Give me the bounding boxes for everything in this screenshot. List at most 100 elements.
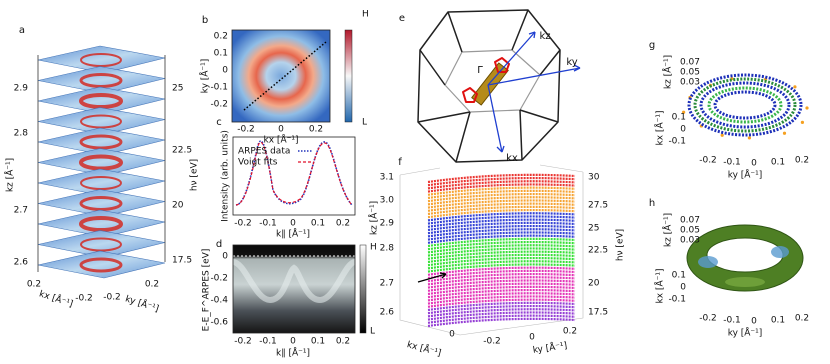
panel-d-image <box>232 244 367 334</box>
tick-label: 30 <box>588 173 600 183</box>
panel-f-bands <box>427 173 576 328</box>
tick-label: 0.03 <box>680 236 700 246</box>
tick-label: 25 <box>588 224 599 234</box>
tick-label: 17.5 <box>588 308 608 318</box>
band-slice <box>427 218 576 228</box>
scatter-dot <box>800 120 805 124</box>
band-slice <box>427 186 576 196</box>
tick-label: 0.2 <box>336 337 350 347</box>
tick-label: 0 <box>222 252 228 262</box>
axis-label: ky [Å⁻¹] <box>728 327 763 339</box>
band-slice <box>427 247 576 257</box>
highlight <box>725 277 765 287</box>
tick-label: 27.5 <box>588 201 608 211</box>
colorbar <box>344 29 353 123</box>
slice-feature <box>79 73 123 88</box>
fermi-contour <box>707 86 783 124</box>
tick-label: 0.07 <box>680 58 700 68</box>
axis-label: kz [Å⁻¹] <box>368 201 380 235</box>
axis-label: E-E_F^ARPES [eV] <box>202 249 212 332</box>
tick-label: 0.05 <box>680 226 700 236</box>
slice-feature <box>79 257 123 273</box>
band-slice <box>427 285 576 296</box>
band-slice <box>427 221 576 232</box>
band-slice <box>427 199 576 209</box>
axis-label: kx [Å⁻¹] <box>654 111 666 146</box>
axes-frame <box>232 244 356 334</box>
heatmap <box>231 29 331 123</box>
axis-label: ky [Å⁻¹] <box>199 59 211 94</box>
tick-label: 0 <box>680 125 686 135</box>
band-slice <box>427 317 576 328</box>
band-slice <box>427 279 576 289</box>
tick-label: 0.2 <box>214 32 228 42</box>
panel-label: g <box>649 40 655 51</box>
tick-label: 0.1 <box>214 49 228 59</box>
tick-label: -0.1 <box>259 219 277 229</box>
axis-label: kz [Å⁻¹] <box>4 158 16 192</box>
tick-label: -0.2 <box>75 294 93 304</box>
data-curve <box>235 140 353 206</box>
band-slice <box>427 244 576 254</box>
fermi-contour <box>699 81 791 129</box>
slice-feature <box>79 93 123 109</box>
tick-label: 0 <box>278 125 284 135</box>
tick-label: 0.2 <box>336 219 350 229</box>
tick-label: -0.2 <box>103 293 121 303</box>
tick-label: 0 <box>222 66 228 76</box>
tick-label: 0 <box>290 219 296 229</box>
tick-label: 0.1 <box>672 271 686 281</box>
tick-label: -0.1 <box>723 158 741 168</box>
band-slice <box>427 288 576 299</box>
slice-feature <box>80 114 122 129</box>
colorbar-label: H <box>362 10 369 20</box>
tick-label: 22.5 <box>588 246 608 256</box>
tick-label: 0 <box>529 333 535 343</box>
tick-label: 17.5 <box>172 256 192 266</box>
tick-label: -0.2 <box>234 219 252 229</box>
cut-line <box>243 41 327 111</box>
band <box>232 259 357 304</box>
colorbar-label: L <box>362 118 367 128</box>
scatter-dot <box>682 110 686 114</box>
band-slice <box>427 180 576 190</box>
fermi-contour <box>687 73 803 137</box>
slice-feature <box>79 216 123 232</box>
fermi-contour <box>693 77 797 133</box>
tick-label: 0 <box>751 317 757 327</box>
slice-feature <box>79 196 123 211</box>
slice-feature <box>80 53 122 67</box>
band-slice <box>427 311 576 321</box>
axis-name: kx <box>506 153 518 164</box>
band-slice <box>427 240 576 251</box>
tick-label: -0.2 <box>210 100 228 110</box>
axis-name: kz <box>539 31 550 42</box>
tick-label: -0.1 <box>723 316 741 326</box>
tick-label: -0.6 <box>210 318 228 328</box>
axis-label: kz [Å⁻¹] <box>662 55 674 89</box>
band-slice <box>427 308 576 318</box>
band-slice <box>427 276 576 286</box>
axis-label: kx [Å⁻¹] <box>406 338 443 359</box>
tick-label: 0.1 <box>311 337 325 347</box>
panel-label: d <box>216 239 222 250</box>
tick-label: -0.2 <box>210 274 228 284</box>
axis-label: kx [Å⁻¹] <box>654 269 666 304</box>
slice-feature <box>80 176 122 190</box>
tick-label: 22.5 <box>172 146 192 156</box>
band-slice <box>427 292 576 302</box>
axis-label: hν [eV] <box>616 229 626 261</box>
band-slice <box>427 228 576 238</box>
slice-feature <box>79 154 123 171</box>
tick-label: 0 <box>680 283 686 293</box>
axis-label: ky [Å⁻¹] <box>532 339 568 356</box>
band-slice <box>427 212 576 222</box>
colorbar-label: L <box>370 327 375 337</box>
band-slice <box>427 266 576 276</box>
tick-label: 0.1 <box>771 158 785 168</box>
band-slice <box>427 176 576 187</box>
axis-name: ky <box>566 57 577 68</box>
tick-label: -0.2 <box>699 314 717 324</box>
tick-label: 2.8 <box>14 129 29 139</box>
axis-label: ky [Å⁻¹] <box>124 292 161 314</box>
